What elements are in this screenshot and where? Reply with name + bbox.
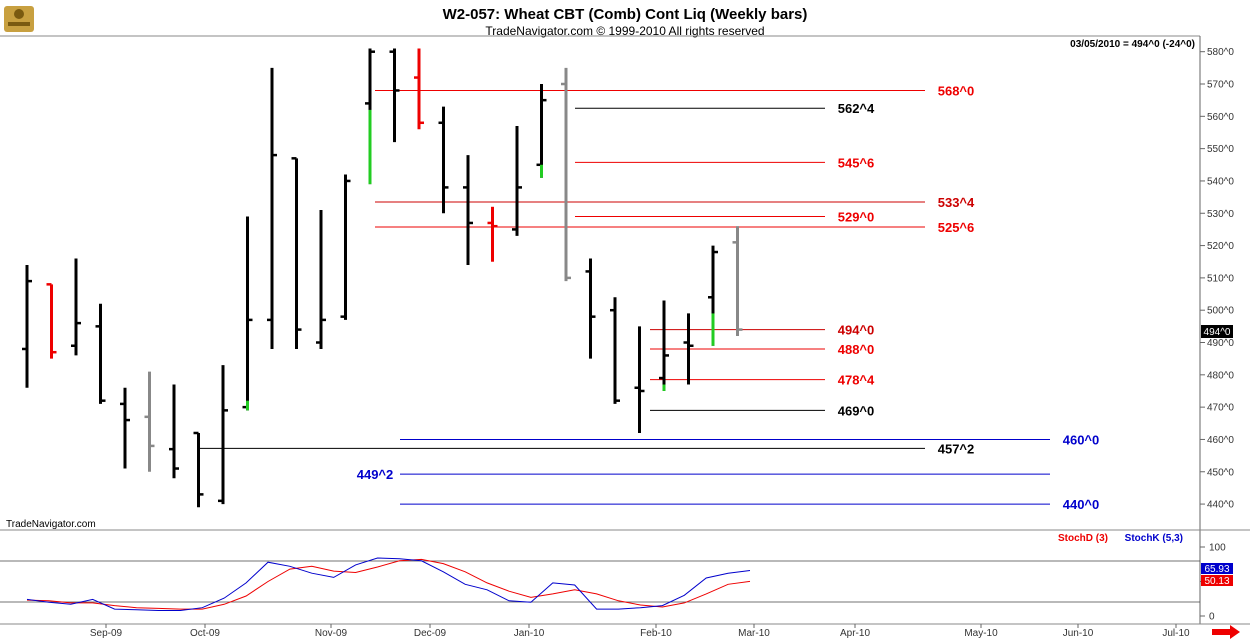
- stoch-k-legend: StochK (5,3): [1125, 533, 1183, 544]
- stoch-k-line: [26, 557, 751, 611]
- x-tick-label: Sep-09: [90, 628, 123, 639]
- stoch-k-tag-label: 65.93: [1204, 564, 1229, 575]
- price-bar: [340, 174, 351, 320]
- stoch-d-line: [26, 558, 751, 610]
- level-label: 478^4: [838, 373, 875, 388]
- price-bar: [291, 157, 302, 349]
- x-tick-label: May-10: [964, 628, 998, 639]
- y-tick-label: 570^0: [1207, 80, 1234, 91]
- price-bar: [414, 48, 424, 130]
- price-bar: [683, 313, 694, 385]
- y-tick-label: 560^0: [1207, 112, 1234, 123]
- y-tick-label: 490^0: [1207, 338, 1234, 349]
- y-tick-label: 460^0: [1207, 435, 1234, 446]
- price-bar: [708, 245, 718, 346]
- y-tick-label: 530^0: [1207, 209, 1234, 220]
- x-tick-label: Mar-10: [738, 628, 770, 639]
- x-tick-label: Dec-09: [414, 628, 447, 639]
- price-bar: [634, 326, 645, 433]
- stoch-tick-label: 0: [1209, 612, 1215, 623]
- level-label: 449^2: [357, 467, 394, 482]
- stoch-tick-label: 100: [1209, 543, 1226, 554]
- price-bar: [120, 387, 130, 469]
- y-tick-label: 440^0: [1207, 500, 1234, 511]
- x-tick-label: Jun-10: [1063, 628, 1094, 639]
- x-tick-label: Jul-10: [1162, 628, 1190, 639]
- level-label: 469^0: [838, 403, 875, 418]
- level-label: 440^0: [1063, 497, 1100, 512]
- x-tick-label: Apr-10: [840, 628, 870, 639]
- y-tick-label: 550^0: [1207, 144, 1234, 155]
- price-bar: [561, 67, 571, 282]
- level-label: 568^0: [938, 83, 975, 98]
- price-bar: [95, 303, 106, 404]
- x-tick-label: Nov-09: [315, 628, 348, 639]
- price-bar: [610, 297, 620, 404]
- y-tick-label: 500^0: [1207, 306, 1234, 317]
- chart-subtitle: TradeNavigator.com © 1999-2010 All right…: [485, 24, 764, 38]
- level-label: 494^0: [838, 323, 875, 338]
- stoch-d-tag: 50.13: [1201, 575, 1233, 587]
- price-levels: 568^0 562^4 545^6 533^4 529^0 525^6 494^0 488^0…: [200, 83, 1099, 512]
- y-tick-label: 480^0: [1207, 370, 1234, 381]
- chart-title: W2-057: Wheat CBT (Comb) Cont Liq (Weekl…: [443, 6, 808, 23]
- price-bar: [438, 106, 449, 214]
- price-bar: [389, 48, 400, 143]
- price-bar: [536, 84, 547, 178]
- price-bar: [463, 155, 473, 265]
- price-bar: [46, 283, 57, 359]
- price-bar: [267, 67, 277, 349]
- price-bar: [487, 206, 498, 262]
- price-bar: [22, 264, 32, 388]
- last-bar-readout: 03/05/2010 = 494^0 (-24^0): [1070, 39, 1195, 50]
- price-bar: [169, 384, 179, 479]
- price-bar: [71, 258, 81, 356]
- level-label: 562^4: [838, 101, 875, 116]
- level-label: 529^0: [838, 209, 875, 224]
- y-tick-label: 450^0: [1207, 467, 1234, 478]
- level-label: 457^2: [938, 441, 975, 456]
- y-tick-label: 580^0: [1207, 47, 1234, 58]
- x-tick-label: Jan-10: [514, 628, 545, 639]
- y-axis-ticks: 580^0 570^0 560^0 550^0 540^0 530^0 520^0 510^0…: [1200, 47, 1234, 511]
- price-bar: [144, 371, 155, 472]
- price-bar: [512, 126, 522, 236]
- x-axis-ticks: Sep-09 Oct-09 Nov-09 Dec-09 Jan-10 Feb-10 Mar-…: [90, 624, 1190, 639]
- price-bar: [732, 226, 743, 337]
- price-bar: [193, 431, 204, 508]
- logo-icon: [4, 6, 34, 32]
- stoch-k-tag: 65.93: [1201, 563, 1233, 575]
- y-tick-label: 510^0: [1207, 273, 1234, 284]
- price-bar: [585, 258, 596, 359]
- watermark: TradeNavigator.com: [6, 519, 96, 530]
- level-label: 545^6: [838, 155, 875, 170]
- x-tick-label: Feb-10: [640, 628, 672, 639]
- price-bar: [365, 48, 375, 185]
- level-label: 533^4: [938, 195, 975, 210]
- price-bar: [218, 365, 228, 505]
- last-price-tag-label: 494^0: [1204, 327, 1231, 338]
- last-price-tag: 494^0: [1201, 325, 1233, 338]
- y-tick-label: 470^0: [1207, 403, 1234, 414]
- price-bar: [242, 216, 253, 411]
- x-tick-label: Oct-09: [190, 628, 220, 639]
- price-bars: [22, 48, 743, 508]
- stoch-d-tag-label: 50.13: [1204, 576, 1229, 587]
- scroll-right-arrow-icon[interactable]: [1212, 625, 1240, 639]
- stoch-d-legend: StochD (3): [1058, 533, 1108, 544]
- price-bar: [659, 300, 669, 391]
- y-tick-label: 520^0: [1207, 241, 1234, 252]
- price-bar: [316, 210, 326, 349]
- level-label: 488^0: [838, 342, 875, 357]
- level-label: 460^0: [1063, 432, 1100, 447]
- y-tick-label: 540^0: [1207, 176, 1234, 187]
- level-label: 525^6: [938, 220, 975, 235]
